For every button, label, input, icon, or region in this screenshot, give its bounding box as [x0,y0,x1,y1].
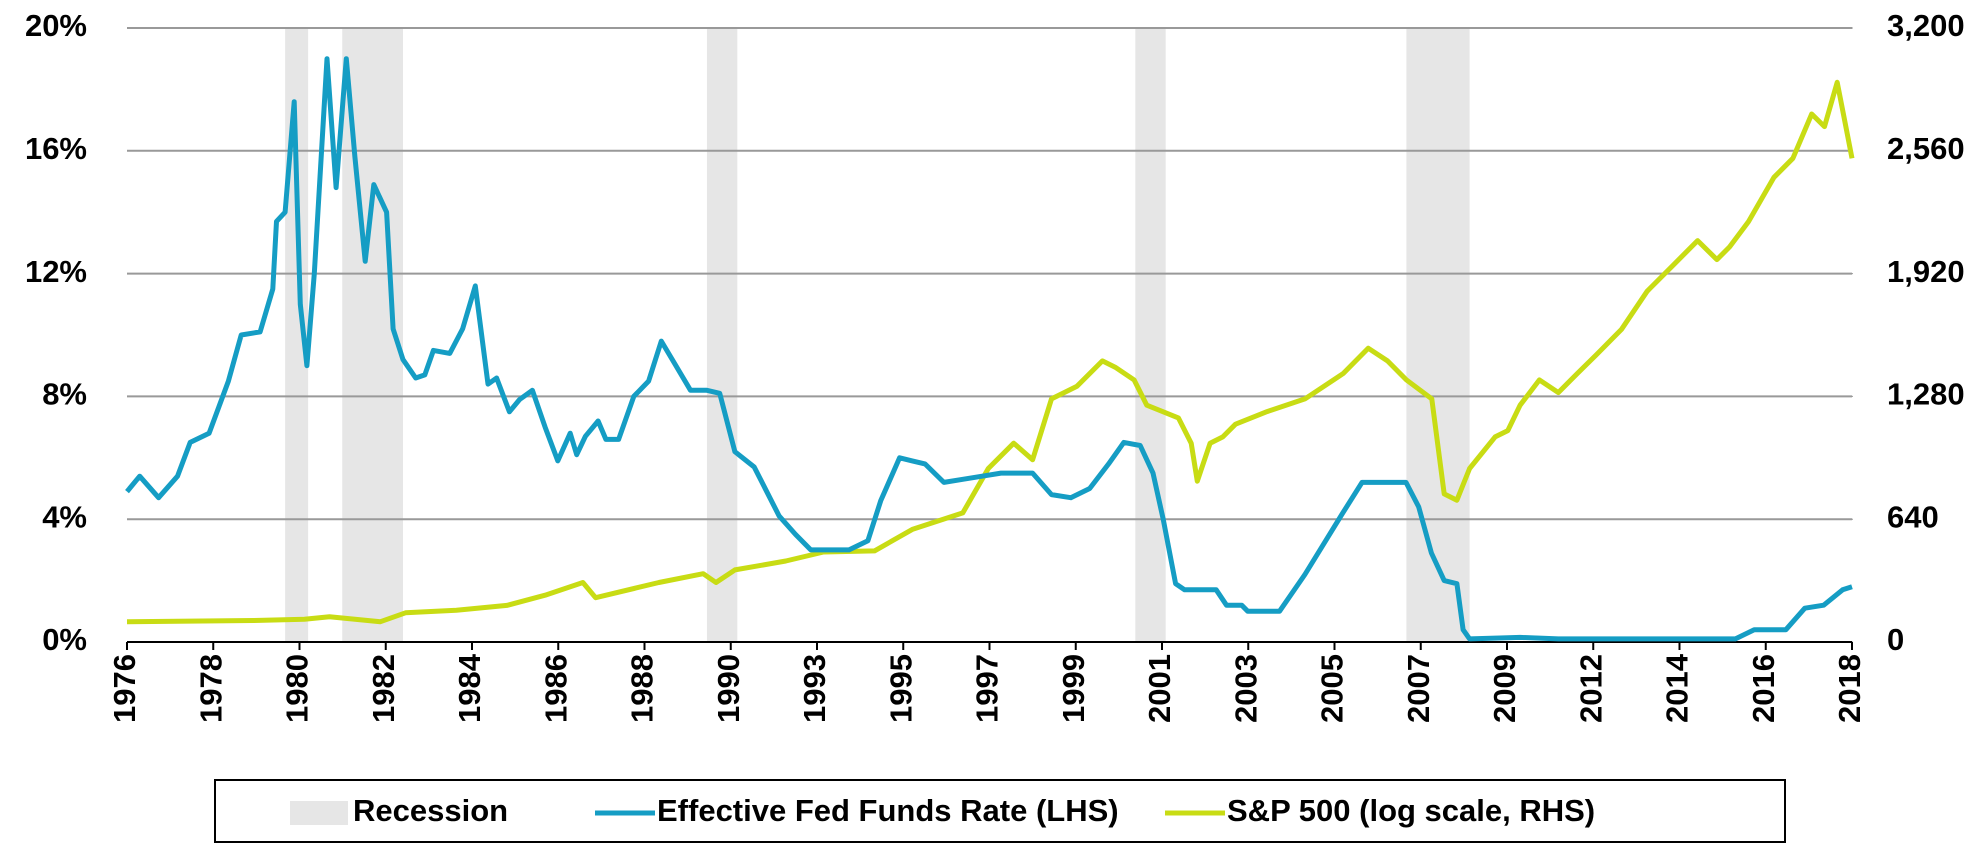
recession-band [1406,28,1470,642]
series-line [126,79,1855,625]
y2-tick-label: 0 [1887,622,1904,657]
recession-band [285,28,309,642]
x-tick-label: 2018 [1832,654,1867,723]
x-tick-label: 2014 [1660,653,1695,723]
y-tick-label: 12% [25,254,87,289]
recession-band [706,28,738,642]
x-tick-label: 1976 [107,654,142,723]
legend-label: Effective Fed Funds Rate (LHS) [657,793,1119,828]
x-tick-label: 2001 [1142,654,1177,723]
y2-tick-label: 640 [1887,499,1939,534]
legend-label: S&P 500 (log scale, RHS) [1227,793,1595,828]
x-tick-label: 2016 [1746,654,1781,723]
x-tick-label: 2012 [1573,654,1608,723]
y-tick-label: 8% [42,377,87,412]
x-tick-label: 2009 [1487,654,1522,723]
x-tick-label: 1995 [883,654,918,723]
y2-tick-label: 2,560 [1887,131,1965,166]
x-tick-label: 1993 [797,654,832,723]
x-tick-label: 1999 [1056,654,1091,723]
y-tick-label: 16% [25,131,87,166]
y-tick-label: 20% [25,8,87,43]
x-tick-label: 1980 [280,654,315,723]
x-tick-label: 2003 [1228,654,1263,723]
y-tick-label: 4% [42,499,87,534]
x-tick-label: 1978 [193,654,228,723]
x-tick-label: 1986 [538,654,573,723]
legend-swatch [290,801,348,825]
legend-label: Recession [353,793,508,828]
y2-tick-label: 1,280 [1887,377,1965,412]
y-tick-label: 0% [42,622,87,657]
x-tick-label: 1984 [452,653,487,723]
legend-box [214,779,1786,843]
x-tick-label: 2005 [1315,654,1350,723]
y2-tick-label: 1,920 [1887,254,1965,289]
x-tick-label: 1990 [711,654,746,723]
y2-tick-label: 3,200 [1887,8,1965,43]
x-tick-label: 1997 [970,654,1005,723]
series-line [125,56,1853,642]
x-tick-label: 1982 [366,654,401,723]
x-tick-label: 2007 [1401,654,1436,723]
recession-band [1135,28,1166,642]
x-tick-label: 1988 [625,654,660,723]
